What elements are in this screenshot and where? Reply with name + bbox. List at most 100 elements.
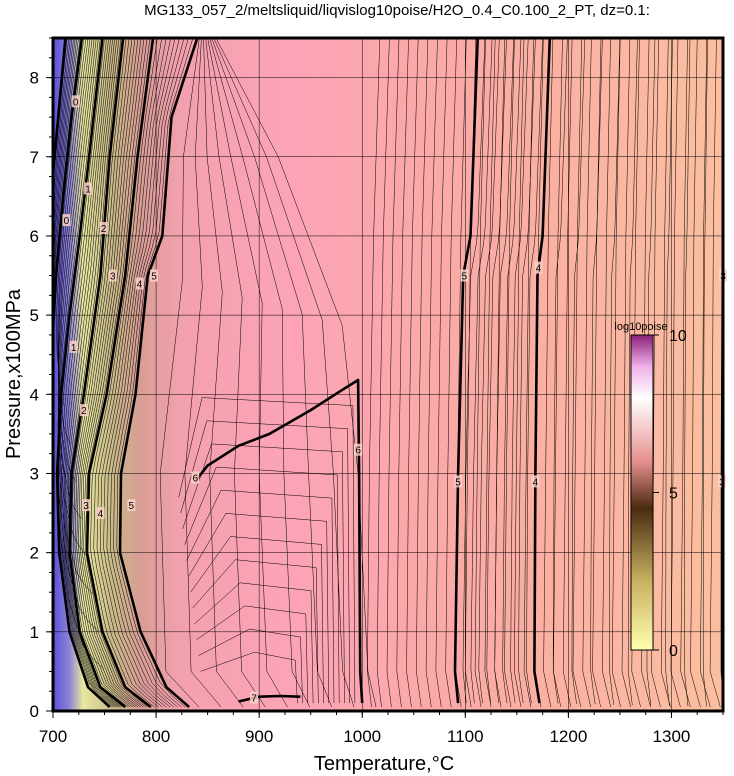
fine-contour — [72, 38, 131, 708]
fine-contour — [200, 651, 298, 704]
fine-contour — [57, 38, 99, 632]
x-tick-label: 1200 — [549, 727, 587, 746]
contour-line-5 — [118, 38, 199, 708]
fine-contour — [66, 38, 121, 708]
fine-contour — [702, 38, 708, 707]
fine-contour — [510, 38, 529, 704]
contour-label-bg — [531, 475, 540, 488]
contour-label: 5 — [151, 272, 157, 283]
contour-label-bg — [150, 269, 159, 282]
contour-label: 5 — [129, 501, 135, 512]
contour-label-bg — [454, 475, 463, 488]
fine-contour — [113, 38, 189, 708]
chart-title: MG133_057_2/meltsliquid/liqvislog10poise… — [144, 2, 650, 19]
contour-label-bg — [62, 214, 71, 227]
contour-label: 2 — [101, 224, 107, 235]
contour-label: 3 — [83, 501, 89, 512]
fine-contour — [486, 38, 507, 704]
fine-contour — [83, 38, 148, 708]
y-tick-label: 5 — [30, 306, 39, 325]
contour-label: 4 — [137, 279, 143, 290]
fine-contour — [478, 38, 500, 704]
contour-label-bg — [69, 340, 78, 353]
fine-contour — [81, 38, 145, 708]
y-tick-label: 8 — [30, 69, 39, 88]
y-axis-label: Pressure,x100MPa — [3, 288, 25, 459]
fine-contour — [76, 38, 136, 708]
contour-label: 0 — [73, 97, 79, 108]
y-axis-ticks: 0 1 2 3 4 5 6 7 8 — [30, 37, 53, 721]
contour-label: 0 — [64, 216, 70, 227]
fine-contour — [59, 38, 113, 708]
fine-contour — [196, 605, 309, 704]
fine-contour — [590, 38, 603, 705]
x-tick-label: 1100 — [447, 727, 484, 746]
contour-label-bg — [460, 269, 469, 282]
fine-contour — [182, 443, 345, 704]
fine-contour — [198, 628, 303, 704]
fine-contour — [609, 38, 621, 705]
contour-label: 2 — [81, 406, 87, 417]
fine-contour — [65, 38, 120, 708]
x-axis-label: Temperature,°C — [314, 753, 454, 775]
fine-contour — [502, 38, 522, 704]
contour-label-bg — [96, 507, 105, 520]
contour-label-bg — [99, 222, 108, 235]
fine-contour — [58, 38, 93, 520]
fine-contour — [109, 38, 185, 708]
fine-contour — [85, 38, 151, 708]
fine-contour — [194, 582, 314, 704]
y-tick-label: 1 — [30, 623, 39, 642]
plot-background — [53, 38, 723, 711]
fine-contour — [186, 489, 335, 704]
fine-contour — [53, 38, 71, 221]
contour-label: 4 — [533, 477, 539, 488]
fine-contour — [62, 38, 117, 708]
fine-contour — [67, 38, 123, 708]
contour-line-6 — [194, 378, 364, 704]
contour-label: 4 — [536, 264, 542, 275]
colorbar-bar — [630, 334, 654, 651]
contour-label: 6 — [355, 446, 361, 457]
fine-contour — [53, 38, 78, 284]
contour-label: 1 — [71, 343, 77, 354]
contour-label: 7 — [251, 694, 257, 705]
x-tick-label: 700 — [39, 727, 67, 746]
contour-label: 3 — [110, 272, 116, 283]
y-tick-label: 3 — [30, 464, 39, 483]
fine-contour — [93, 38, 163, 708]
contour-label-bg — [534, 261, 543, 274]
fine-contour — [184, 38, 222, 708]
contour-label-bg — [127, 499, 136, 512]
fine-contour — [57, 38, 105, 670]
contour-line-5 — [453, 38, 479, 704]
contour-line-4 — [533, 38, 552, 704]
fine-contour — [526, 38, 543, 704]
fine-contour — [159, 38, 200, 708]
fine-contour — [518, 38, 536, 704]
colorbar-ticks: 0 5 10 — [653, 328, 687, 660]
fine-contour — [180, 420, 350, 704]
fine-contour — [90, 38, 158, 708]
contour-label: 5 — [461, 272, 467, 283]
fine-contour — [106, 38, 180, 708]
fine-contour — [57, 38, 89, 444]
fine-contour — [58, 38, 95, 557]
fine-contour — [61, 38, 115, 708]
grid-lines — [53, 38, 723, 711]
fine-contour — [462, 38, 486, 704]
fine-contour — [57, 38, 97, 595]
contour-line-4 — [85, 38, 155, 709]
contour-label-bg — [71, 95, 80, 108]
y-tick-label: 7 — [30, 148, 39, 167]
y-tick-label: 6 — [30, 227, 39, 246]
fine-contour — [684, 38, 691, 707]
contour-line-7 — [238, 694, 301, 703]
fine-contour — [665, 38, 673, 706]
contour-line-3 — [68, 38, 127, 709]
x-tick-label: 900 — [245, 727, 273, 746]
x-axis-ticks: 700 800 900 1000 1100 1200 1300 — [39, 711, 724, 746]
fine-contour — [207, 38, 288, 708]
contour-label-bg — [354, 443, 363, 456]
contour-line-2 — [55, 38, 111, 708]
